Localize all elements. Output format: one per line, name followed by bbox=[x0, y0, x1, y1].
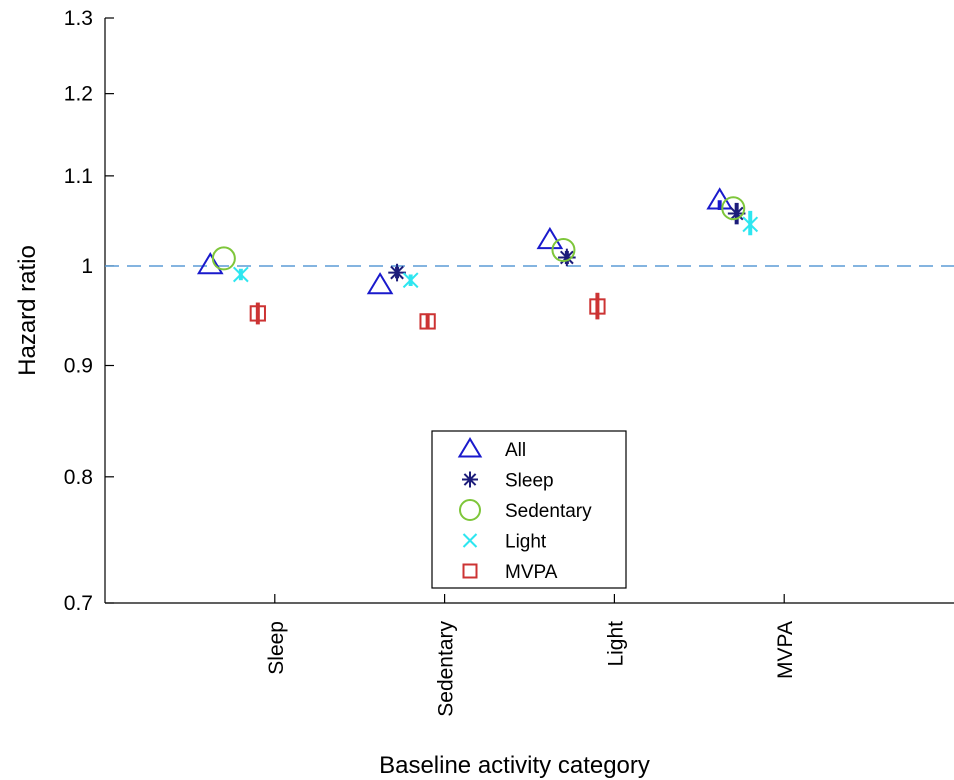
point-all-light bbox=[536, 226, 564, 250]
x-marker-stroke bbox=[742, 216, 759, 233]
legend-marker-mvpa bbox=[462, 563, 478, 579]
x-tick-label: Light bbox=[604, 621, 627, 667]
x-tick-label: Sedentary bbox=[435, 621, 458, 717]
point-mvpa-sleep bbox=[249, 305, 266, 322]
circle-marker-shape bbox=[459, 499, 481, 521]
x-axis-ticks: Sleep Sedentary Light MVPA bbox=[265, 594, 797, 717]
point-light-sleep bbox=[232, 266, 249, 283]
y-tick-label: 0.8 bbox=[64, 466, 93, 489]
x-axis-label: Baseline activity category bbox=[379, 752, 650, 779]
triangle-marker-shape bbox=[706, 187, 733, 210]
y-tick-label: 0.9 bbox=[64, 355, 93, 378]
point-sleep-sedentary bbox=[388, 263, 406, 282]
legend: All Sleep Sedentary Light MVPA bbox=[431, 430, 627, 589]
square-marker-shape bbox=[589, 298, 606, 315]
legend-marker-light bbox=[462, 533, 478, 548]
triangle-marker-shape bbox=[366, 272, 394, 295]
point-all-mvpa bbox=[706, 187, 733, 210]
point-sleep-light bbox=[558, 248, 576, 267]
point-light-mvpa bbox=[742, 216, 759, 233]
triangle-marker-shape bbox=[196, 252, 224, 275]
point-sedentary-mvpa bbox=[721, 196, 746, 221]
circle-marker-shape bbox=[551, 238, 576, 263]
data-marks bbox=[196, 187, 759, 330]
triangle-marker-shape bbox=[457, 437, 483, 458]
point-mvpa-sedentary bbox=[419, 313, 436, 330]
square-marker-shape bbox=[419, 313, 436, 330]
square-marker-shape bbox=[249, 305, 266, 322]
legend-label-mvpa: MVPA bbox=[505, 562, 558, 583]
legend-label-light: Light bbox=[505, 532, 547, 553]
y-tick-label: 0.7 bbox=[64, 592, 93, 615]
point-mvpa-light bbox=[589, 298, 606, 315]
x-marker-stroke bbox=[232, 266, 249, 283]
x-tick-label: MVPA bbox=[774, 621, 797, 679]
y-tick-label: 1.2 bbox=[64, 83, 93, 106]
asterisk-marker-stroke bbox=[729, 206, 744, 221]
y-axis-ticks: 0.7 0.8 0.9 1 1.1 1.2 1.3 bbox=[64, 7, 114, 615]
triangle-marker-shape bbox=[536, 226, 564, 250]
axes bbox=[104, 18, 954, 604]
circle-marker-shape bbox=[211, 246, 236, 271]
point-light-sedentary bbox=[402, 272, 419, 289]
asterisk-marker-stroke bbox=[390, 265, 404, 280]
x-tick-label: Sleep bbox=[265, 621, 288, 675]
legend-label-sleep: Sleep bbox=[505, 471, 554, 492]
point-sedentary-light bbox=[551, 238, 576, 263]
x-marker-stroke bbox=[402, 272, 419, 289]
point-sedentary-sleep bbox=[211, 246, 236, 271]
x-marker-stroke bbox=[462, 533, 478, 548]
y-tick-label: 1.1 bbox=[64, 165, 93, 188]
y-tick-label: 1 bbox=[81, 255, 93, 278]
circle-marker-shape bbox=[721, 196, 746, 221]
point-all-sedentary bbox=[366, 272, 394, 295]
point-all-sleep bbox=[196, 252, 224, 275]
legend-marker-sedentary bbox=[459, 499, 481, 521]
legend-marker-sleep bbox=[462, 471, 478, 488]
legend-label-all: All bbox=[505, 440, 526, 461]
y-tick-label: 1.3 bbox=[64, 7, 93, 30]
legend-label-sedentary: Sedentary bbox=[505, 501, 592, 522]
legend-marker-all bbox=[457, 437, 483, 458]
asterisk-marker-stroke bbox=[463, 473, 477, 486]
square-marker-shape bbox=[462, 563, 478, 579]
y-axis-label: Hazard ratio bbox=[14, 245, 41, 376]
